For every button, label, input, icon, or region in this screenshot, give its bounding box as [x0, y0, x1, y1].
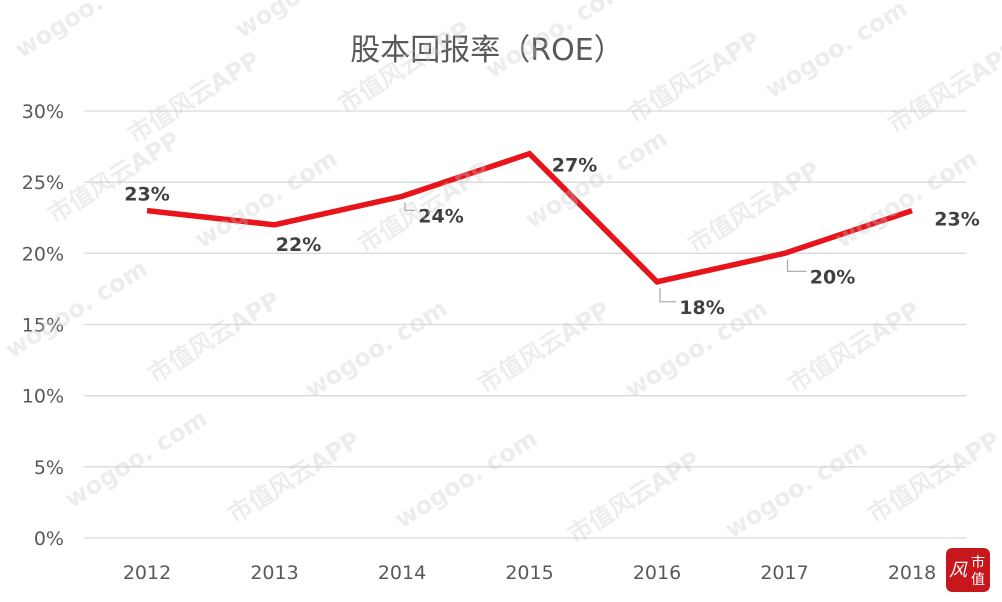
y-tick-label: 10%: [22, 386, 64, 408]
data-label: 18%: [679, 297, 724, 319]
data-label-leaders: [404, 202, 807, 303]
x-tick-label: 2015: [505, 562, 553, 584]
brand-seal-logo: 风 市 值: [946, 548, 990, 592]
chart-title: 股本回报率（ROE）: [350, 33, 623, 68]
y-tick-label: 25%: [22, 172, 64, 194]
data-label: 27%: [552, 155, 597, 177]
x-tick-label: 2013: [250, 562, 298, 584]
data-labels: 23% 22% 24% 27% 18% 20% 23%: [124, 155, 979, 319]
seal-glyph-right-bottom: 值: [971, 572, 985, 588]
x-tick-label: 2018: [888, 562, 936, 584]
x-tick-label: 2017: [760, 562, 808, 584]
seal-glyph-left: 风: [949, 560, 968, 581]
data-label: 24%: [418, 205, 463, 227]
y-tick-label: 0%: [34, 528, 64, 550]
y-tick-label: 20%: [22, 243, 64, 265]
data-label-leader: [404, 202, 415, 211]
seal-background: [946, 548, 990, 592]
data-label: 20%: [810, 266, 855, 288]
x-tick-label: 2012: [123, 562, 171, 584]
y-axis-tick-labels: 0% 5% 10% 15% 20% 25% 30%: [22, 101, 64, 550]
x-tick-label: 2016: [633, 562, 681, 584]
data-label: 23%: [124, 184, 169, 206]
seal-glyph-right-top: 市: [971, 554, 985, 571]
data-label-leader: [786, 259, 807, 272]
roe-series: [146, 150, 913, 285]
x-axis-tick-labels: 2012 2013 2014 2015 2016 2017 2018: [123, 562, 936, 584]
y-tick-label: 15%: [22, 315, 64, 337]
series-line: [146, 150, 913, 285]
gridlines: [84, 110, 966, 539]
data-label-leader: [659, 287, 676, 303]
data-label: 22%: [276, 234, 321, 256]
x-tick-label: 2014: [378, 562, 426, 584]
y-tick-label: 30%: [22, 101, 64, 123]
data-label: 23%: [934, 209, 979, 231]
y-tick-label: 5%: [34, 457, 64, 479]
